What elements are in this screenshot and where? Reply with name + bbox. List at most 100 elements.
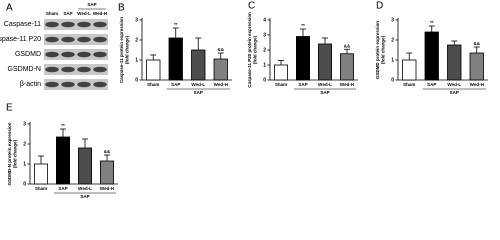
annotation: && xyxy=(474,41,481,46)
y-axis-label-line: Caspase-11 protein expression xyxy=(119,17,124,84)
annotation: ** xyxy=(430,20,434,25)
y-axis-label-line: GSDMD-N protein expression xyxy=(7,122,12,185)
y-axis-label-line: (fold change) xyxy=(381,35,386,64)
y-tick-label: 2 xyxy=(391,37,394,43)
group-label: SAP xyxy=(320,90,329,95)
annotation: && xyxy=(104,149,111,154)
y-tick-label: 3 xyxy=(263,32,266,38)
lane-label: SAP xyxy=(63,11,72,16)
lane-label: Wed-H xyxy=(93,11,107,16)
x-tick-label: SAP xyxy=(171,82,180,87)
bar xyxy=(191,49,206,81)
blot-strip xyxy=(44,34,108,45)
y-axis-label: GSDMD-N protein expression(fold change) xyxy=(7,122,18,185)
y-tick-label: 0 xyxy=(135,77,138,83)
y-tick-label: 3 xyxy=(23,121,26,127)
bar xyxy=(78,147,93,185)
x-tick-label: Sham xyxy=(275,82,287,87)
annotation: && xyxy=(344,43,351,48)
y-tick-label: 0 xyxy=(263,77,266,83)
x-tick-label: Wed-L xyxy=(318,82,332,87)
blot-strip xyxy=(44,79,108,90)
y-tick-label: 2 xyxy=(135,37,138,43)
x-tick-label: Wed-H xyxy=(214,82,228,87)
blot-band xyxy=(61,21,75,28)
blot-band xyxy=(93,51,107,58)
y-tick-label: 0 xyxy=(391,77,394,83)
row-label: Caspase-11 P20 xyxy=(0,36,41,43)
x-tick-label: SAP xyxy=(58,186,67,191)
bar xyxy=(317,43,332,81)
row-label: GSDMD-N xyxy=(8,66,41,73)
y-axis-label: Caspase-11 P20 protein expression(fold c… xyxy=(247,12,258,88)
y-axis-label: Caspase-11 protein expression(fold chang… xyxy=(119,17,130,84)
bar xyxy=(339,53,354,81)
bar xyxy=(146,59,161,81)
x-tick-label: SAP xyxy=(298,82,307,87)
panel-label: D xyxy=(376,1,383,12)
x-tick-label: Wed-L xyxy=(447,82,461,87)
blot-strip xyxy=(44,19,108,30)
x-tick-label: Sham xyxy=(147,82,159,87)
lane-label: Wed-L xyxy=(77,11,91,16)
blot-band xyxy=(93,81,107,88)
panel-label: B xyxy=(118,3,125,14)
y-axis-label: GSDMD protein expression(fold change) xyxy=(375,21,386,80)
y-axis-label-line: GSDMD protein expression xyxy=(375,21,380,80)
y-tick-label: 3 xyxy=(391,17,394,23)
y-axis-label-line: (fold change) xyxy=(253,35,258,64)
bar xyxy=(168,37,183,81)
bar xyxy=(295,36,310,81)
x-tick-label: Wed-H xyxy=(340,82,354,87)
blot-band xyxy=(77,81,91,88)
x-tick-label: Wed-L xyxy=(78,186,92,191)
blot-band xyxy=(77,51,91,58)
figure: AShamSAPWed-LWed-HSAPCaspase-11Caspase-1… xyxy=(0,1,488,199)
blot-band xyxy=(77,66,91,73)
x-tick-label: Wed-H xyxy=(100,186,114,191)
x-tick-label: Wed-L xyxy=(191,82,205,87)
y-axis-label-line: (fold change) xyxy=(125,35,130,64)
y-tick-label: 1 xyxy=(391,57,394,63)
panel-label: E xyxy=(6,103,13,114)
blot-strip xyxy=(44,49,108,60)
group-label: SAP xyxy=(450,90,459,95)
blot-band xyxy=(61,81,75,88)
annotation: ** xyxy=(61,123,65,128)
x-tick-label: Sham xyxy=(403,82,415,87)
y-axis-label-line: (fold change) xyxy=(13,139,18,168)
blot-band xyxy=(77,36,91,43)
y-tick-label: 0 xyxy=(23,181,26,187)
blot-band xyxy=(77,21,91,28)
bar xyxy=(56,136,71,185)
bar xyxy=(424,31,439,81)
x-tick-label: Sham xyxy=(35,186,47,191)
blot-strip xyxy=(44,64,108,75)
blot-band xyxy=(93,21,107,28)
blot-band xyxy=(61,36,75,43)
panel-label: C xyxy=(248,1,255,12)
bar xyxy=(100,160,115,185)
blot-band xyxy=(93,36,107,43)
row-label: β-actin xyxy=(20,81,41,88)
bar xyxy=(469,52,484,81)
lane-label: Sham xyxy=(46,11,58,16)
blot-band xyxy=(45,36,59,43)
y-tick-label: 3 xyxy=(135,17,138,23)
group-label: SAP xyxy=(87,2,96,7)
row-label: Caspase-11 xyxy=(4,21,41,28)
blot-band xyxy=(45,66,59,73)
blot-band xyxy=(45,51,59,58)
blot-band xyxy=(61,51,75,58)
bar xyxy=(213,58,228,81)
bar xyxy=(273,64,288,81)
y-tick-label: 2 xyxy=(23,141,26,147)
blot-band xyxy=(45,81,59,88)
blot-band xyxy=(45,21,59,28)
annotation: ** xyxy=(301,23,305,28)
y-axis-label-line: Caspase-11 P20 protein expression xyxy=(247,12,252,88)
y-tick-label: 2 xyxy=(263,47,266,53)
x-tick-label: Wed-H xyxy=(470,82,484,87)
group-label: SAP xyxy=(80,194,89,199)
annotation: ** xyxy=(174,22,178,27)
